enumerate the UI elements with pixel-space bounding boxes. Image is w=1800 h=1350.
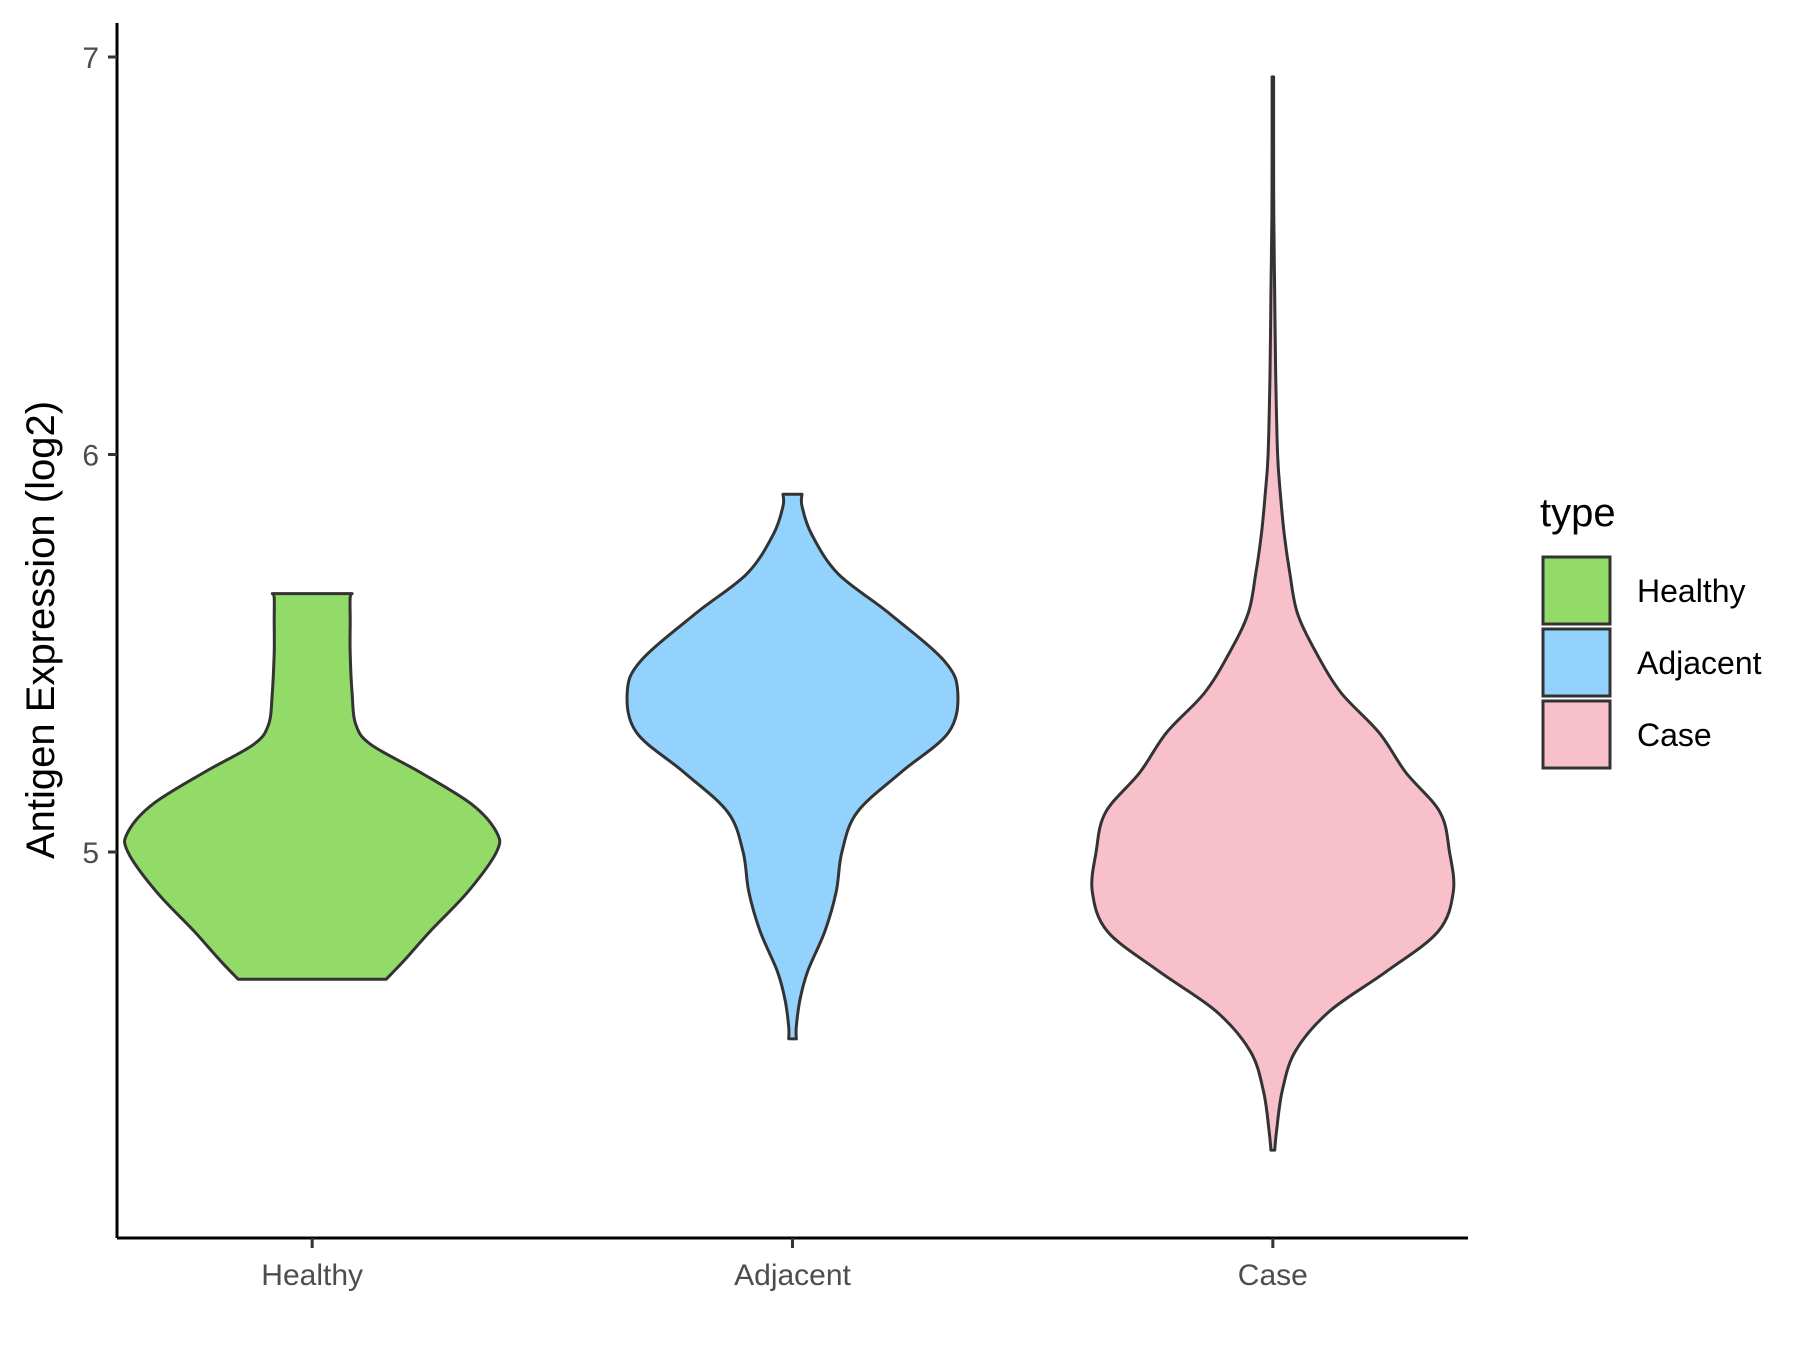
legend-swatch-case — [1541, 699, 1612, 770]
legend-swatch-healthy — [1541, 555, 1612, 626]
legend-title: type — [1540, 491, 1616, 535]
y-axis-title: Antigen Expression (log2) — [19, 401, 63, 859]
legend-swatch-adjacent — [1541, 627, 1612, 698]
violin-adjacent — [625, 492, 960, 1041]
x-tick-label: Adjacent — [734, 1259, 851, 1292]
x-tick-label: Healthy — [261, 1259, 363, 1292]
x-ticks: Healthy Adjacent Case — [261, 1238, 1308, 1292]
legend: type Healthy Adjacent Case — [1540, 491, 1762, 770]
legend-items: Healthy Adjacent Case — [1541, 555, 1762, 770]
y-tick-label: 7 — [82, 42, 99, 75]
y-tick-label: 5 — [82, 837, 99, 870]
violin-healthy — [123, 592, 502, 981]
legend-label-healthy: Healthy — [1637, 573, 1746, 609]
legend-label-adjacent: Adjacent — [1637, 645, 1762, 681]
violin-case — [1090, 75, 1456, 1152]
y-tick-label: 6 — [82, 440, 99, 473]
legend-label-case: Case — [1637, 717, 1712, 753]
y-ticks: 5 6 7 — [82, 42, 117, 870]
violins-layer — [123, 75, 1456, 1152]
x-tick-label: Case — [1238, 1259, 1308, 1292]
